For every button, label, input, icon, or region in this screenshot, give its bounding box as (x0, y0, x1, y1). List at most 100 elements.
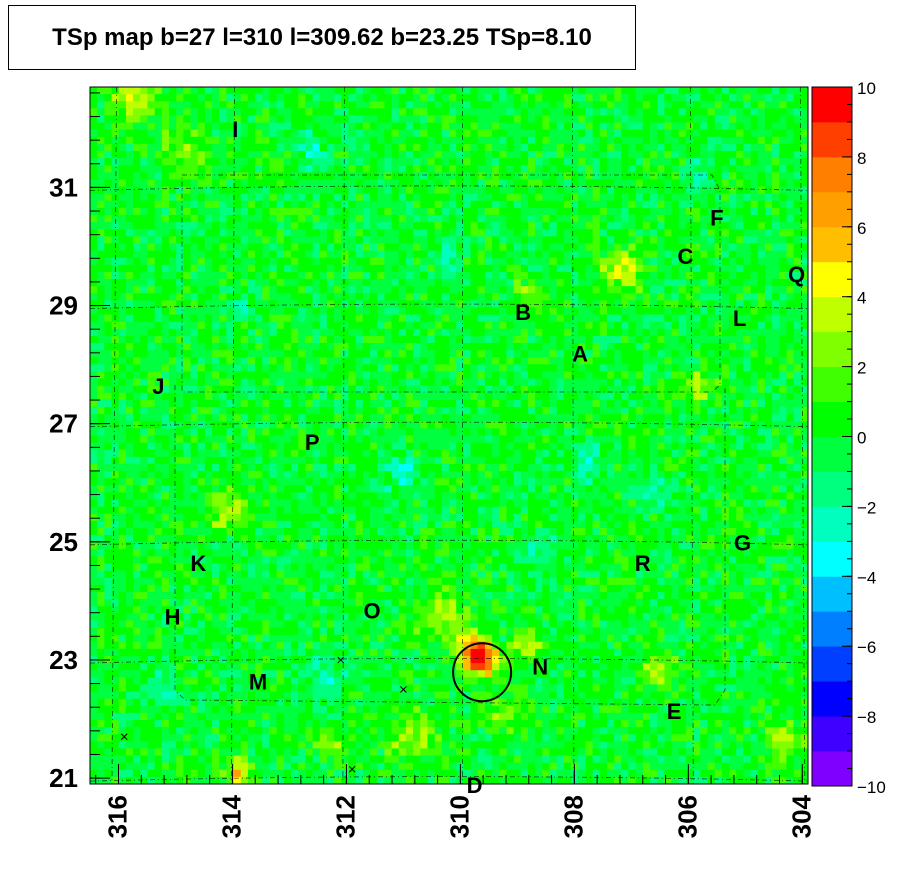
heatmap-cell (621, 364, 629, 372)
heatmap-cell (104, 101, 112, 109)
heatmap-cell (678, 335, 687, 344)
heatmap-cell (492, 243, 500, 251)
heatmap-cell (420, 428, 428, 436)
heatmap-cell (305, 435, 313, 444)
heatmap-cell (779, 151, 787, 159)
heatmap-cell (147, 215, 156, 223)
heatmap-cell (154, 271, 163, 280)
heatmap-cell (420, 307, 428, 315)
heatmap-cell (118, 172, 127, 180)
heatmap-cell (800, 200, 809, 209)
heatmap-cell (212, 371, 220, 379)
heatmap-cell (635, 94, 644, 102)
heatmap-cell (449, 435, 457, 444)
heatmap-cell (743, 108, 751, 116)
heatmap-cell (585, 222, 593, 230)
heatmap-cell (348, 193, 357, 202)
heatmap-cell (571, 143, 579, 152)
heatmap-cell (743, 399, 751, 408)
heatmap-cell (326, 222, 335, 230)
heatmap-cell (678, 200, 687, 209)
heatmap-cell (642, 94, 651, 102)
heatmap-cell (291, 357, 299, 365)
heatmap-cell (657, 321, 665, 330)
heatmap-cell (240, 428, 249, 436)
heatmap-cell (606, 129, 615, 138)
heatmap-cell (563, 435, 572, 444)
heatmap-cell (592, 407, 601, 415)
heatmap-cell (678, 264, 687, 273)
heatmap-cell (269, 300, 278, 308)
heatmap-cell (563, 350, 572, 358)
heatmap-cell (133, 186, 141, 195)
heatmap-cell (283, 371, 292, 379)
heatmap-cell (743, 343, 751, 351)
heatmap-cell (413, 222, 421, 230)
heatmap-cell (721, 314, 730, 323)
heatmap-cell (606, 385, 615, 394)
heatmap-cell (269, 392, 278, 401)
heatmap-cell (168, 87, 177, 95)
heatmap-cell (441, 343, 450, 351)
heatmap-cell (606, 172, 615, 180)
heatmap-cell (283, 357, 292, 365)
heatmap-cell (161, 129, 170, 138)
heatmap-cell (377, 279, 385, 287)
heatmap-cell (276, 357, 285, 365)
heatmap-cell (750, 300, 759, 308)
heatmap-cell (269, 94, 278, 102)
heatmap-cell (111, 328, 120, 337)
heatmap-cell (463, 407, 471, 415)
heatmap-cell (111, 108, 120, 116)
heatmap-cell (621, 414, 629, 422)
heatmap-cell (499, 378, 507, 387)
heatmap-cell (800, 307, 809, 315)
heatmap-cell (312, 115, 321, 123)
heatmap-cell (247, 108, 256, 116)
heatmap-cell (592, 378, 601, 387)
heatmap-cell (520, 165, 529, 173)
heatmap-cell (262, 94, 270, 102)
heatmap-cell (642, 271, 651, 280)
heatmap-cell (463, 193, 471, 202)
heatmap-cell (642, 435, 651, 444)
heatmap-cell (492, 307, 500, 315)
heatmap-cell (226, 87, 234, 95)
heatmap-cell (527, 215, 536, 223)
heatmap-cell (563, 392, 572, 401)
heatmap-cell (140, 286, 148, 294)
heatmap-cell (463, 300, 471, 308)
heatmap-cell (405, 414, 414, 422)
heatmap-cell (556, 200, 565, 209)
heatmap-cell (420, 321, 428, 330)
heatmap-cell (197, 172, 206, 180)
heatmap-cell (391, 407, 400, 415)
heatmap-cell (484, 165, 493, 173)
heatmap-cell (764, 328, 773, 337)
heatmap-cell (118, 357, 127, 365)
heatmap-cell (168, 264, 177, 273)
heatmap-cell (578, 151, 586, 159)
heatmap-cell (456, 293, 464, 301)
heatmap-cell (168, 250, 177, 259)
heatmap-cell (800, 392, 809, 401)
heatmap-cell (269, 271, 278, 280)
heatmap-cell (707, 200, 716, 209)
heatmap-cell (693, 364, 701, 372)
heatmap-cell (764, 115, 773, 123)
heatmap-cell (664, 108, 672, 116)
heatmap-cell (434, 414, 443, 422)
heatmap-cell (154, 399, 163, 408)
heatmap-cell (348, 250, 357, 259)
heatmap-cell (168, 207, 177, 216)
heatmap-cell (233, 407, 242, 415)
heatmap-cell (470, 371, 479, 379)
heatmap-cell (492, 186, 500, 195)
heatmap-cell (140, 122, 148, 131)
heatmap-cell (621, 158, 629, 166)
heatmap-cell (757, 414, 766, 422)
heatmap-cell (197, 321, 206, 330)
heatmap-cell (499, 293, 507, 301)
heatmap-cell (240, 236, 249, 244)
heatmap-cell (606, 300, 615, 308)
